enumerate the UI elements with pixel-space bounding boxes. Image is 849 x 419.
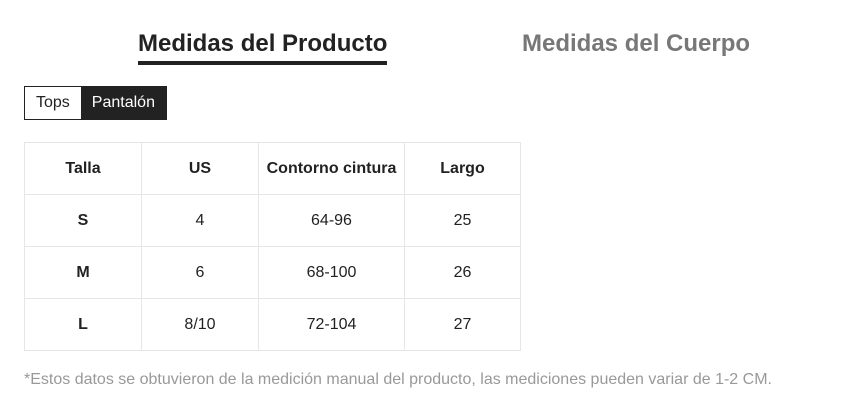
- size-cell: S: [24, 194, 142, 247]
- tab-body-measurements[interactable]: Medidas del Cuerpo: [522, 30, 751, 57]
- category-pants-button[interactable]: Pantalón: [80, 87, 166, 119]
- table-cell: 27: [404, 298, 521, 351]
- size-table: Talla US Contorno cintura Largo S 4 64-9…: [24, 142, 521, 351]
- table-row: S 4 64-96 25: [24, 194, 521, 247]
- table-row: M 6 68-100 26: [24, 246, 521, 299]
- table-cell: 4: [141, 194, 259, 247]
- header-cell: Talla: [24, 142, 142, 195]
- table-cell: 8/10: [141, 298, 259, 351]
- header-cell: Largo: [404, 142, 521, 195]
- table-cell: 26: [404, 246, 521, 299]
- table-row: L 8/10 72-104 27: [24, 298, 521, 351]
- category-selector: Tops Pantalón: [24, 86, 167, 120]
- table-cell: 6: [141, 246, 259, 299]
- size-cell: L: [24, 298, 142, 351]
- table-cell: 68-100: [258, 246, 405, 299]
- measurement-note: *Estos datos se obtuvieron de la medició…: [24, 371, 772, 388]
- header-cell: Contorno cintura: [258, 142, 405, 195]
- size-cell: M: [24, 246, 142, 299]
- table-cell: 64-96: [258, 194, 405, 247]
- tab-product-measurements[interactable]: Medidas del Producto: [138, 29, 388, 65]
- table-cell: 72-104: [258, 298, 405, 351]
- category-tops-button[interactable]: Tops: [36, 94, 70, 111]
- table-cell: 25: [404, 194, 521, 247]
- header-cell: US: [141, 142, 259, 195]
- table-header-row: Talla US Contorno cintura Largo: [24, 142, 521, 195]
